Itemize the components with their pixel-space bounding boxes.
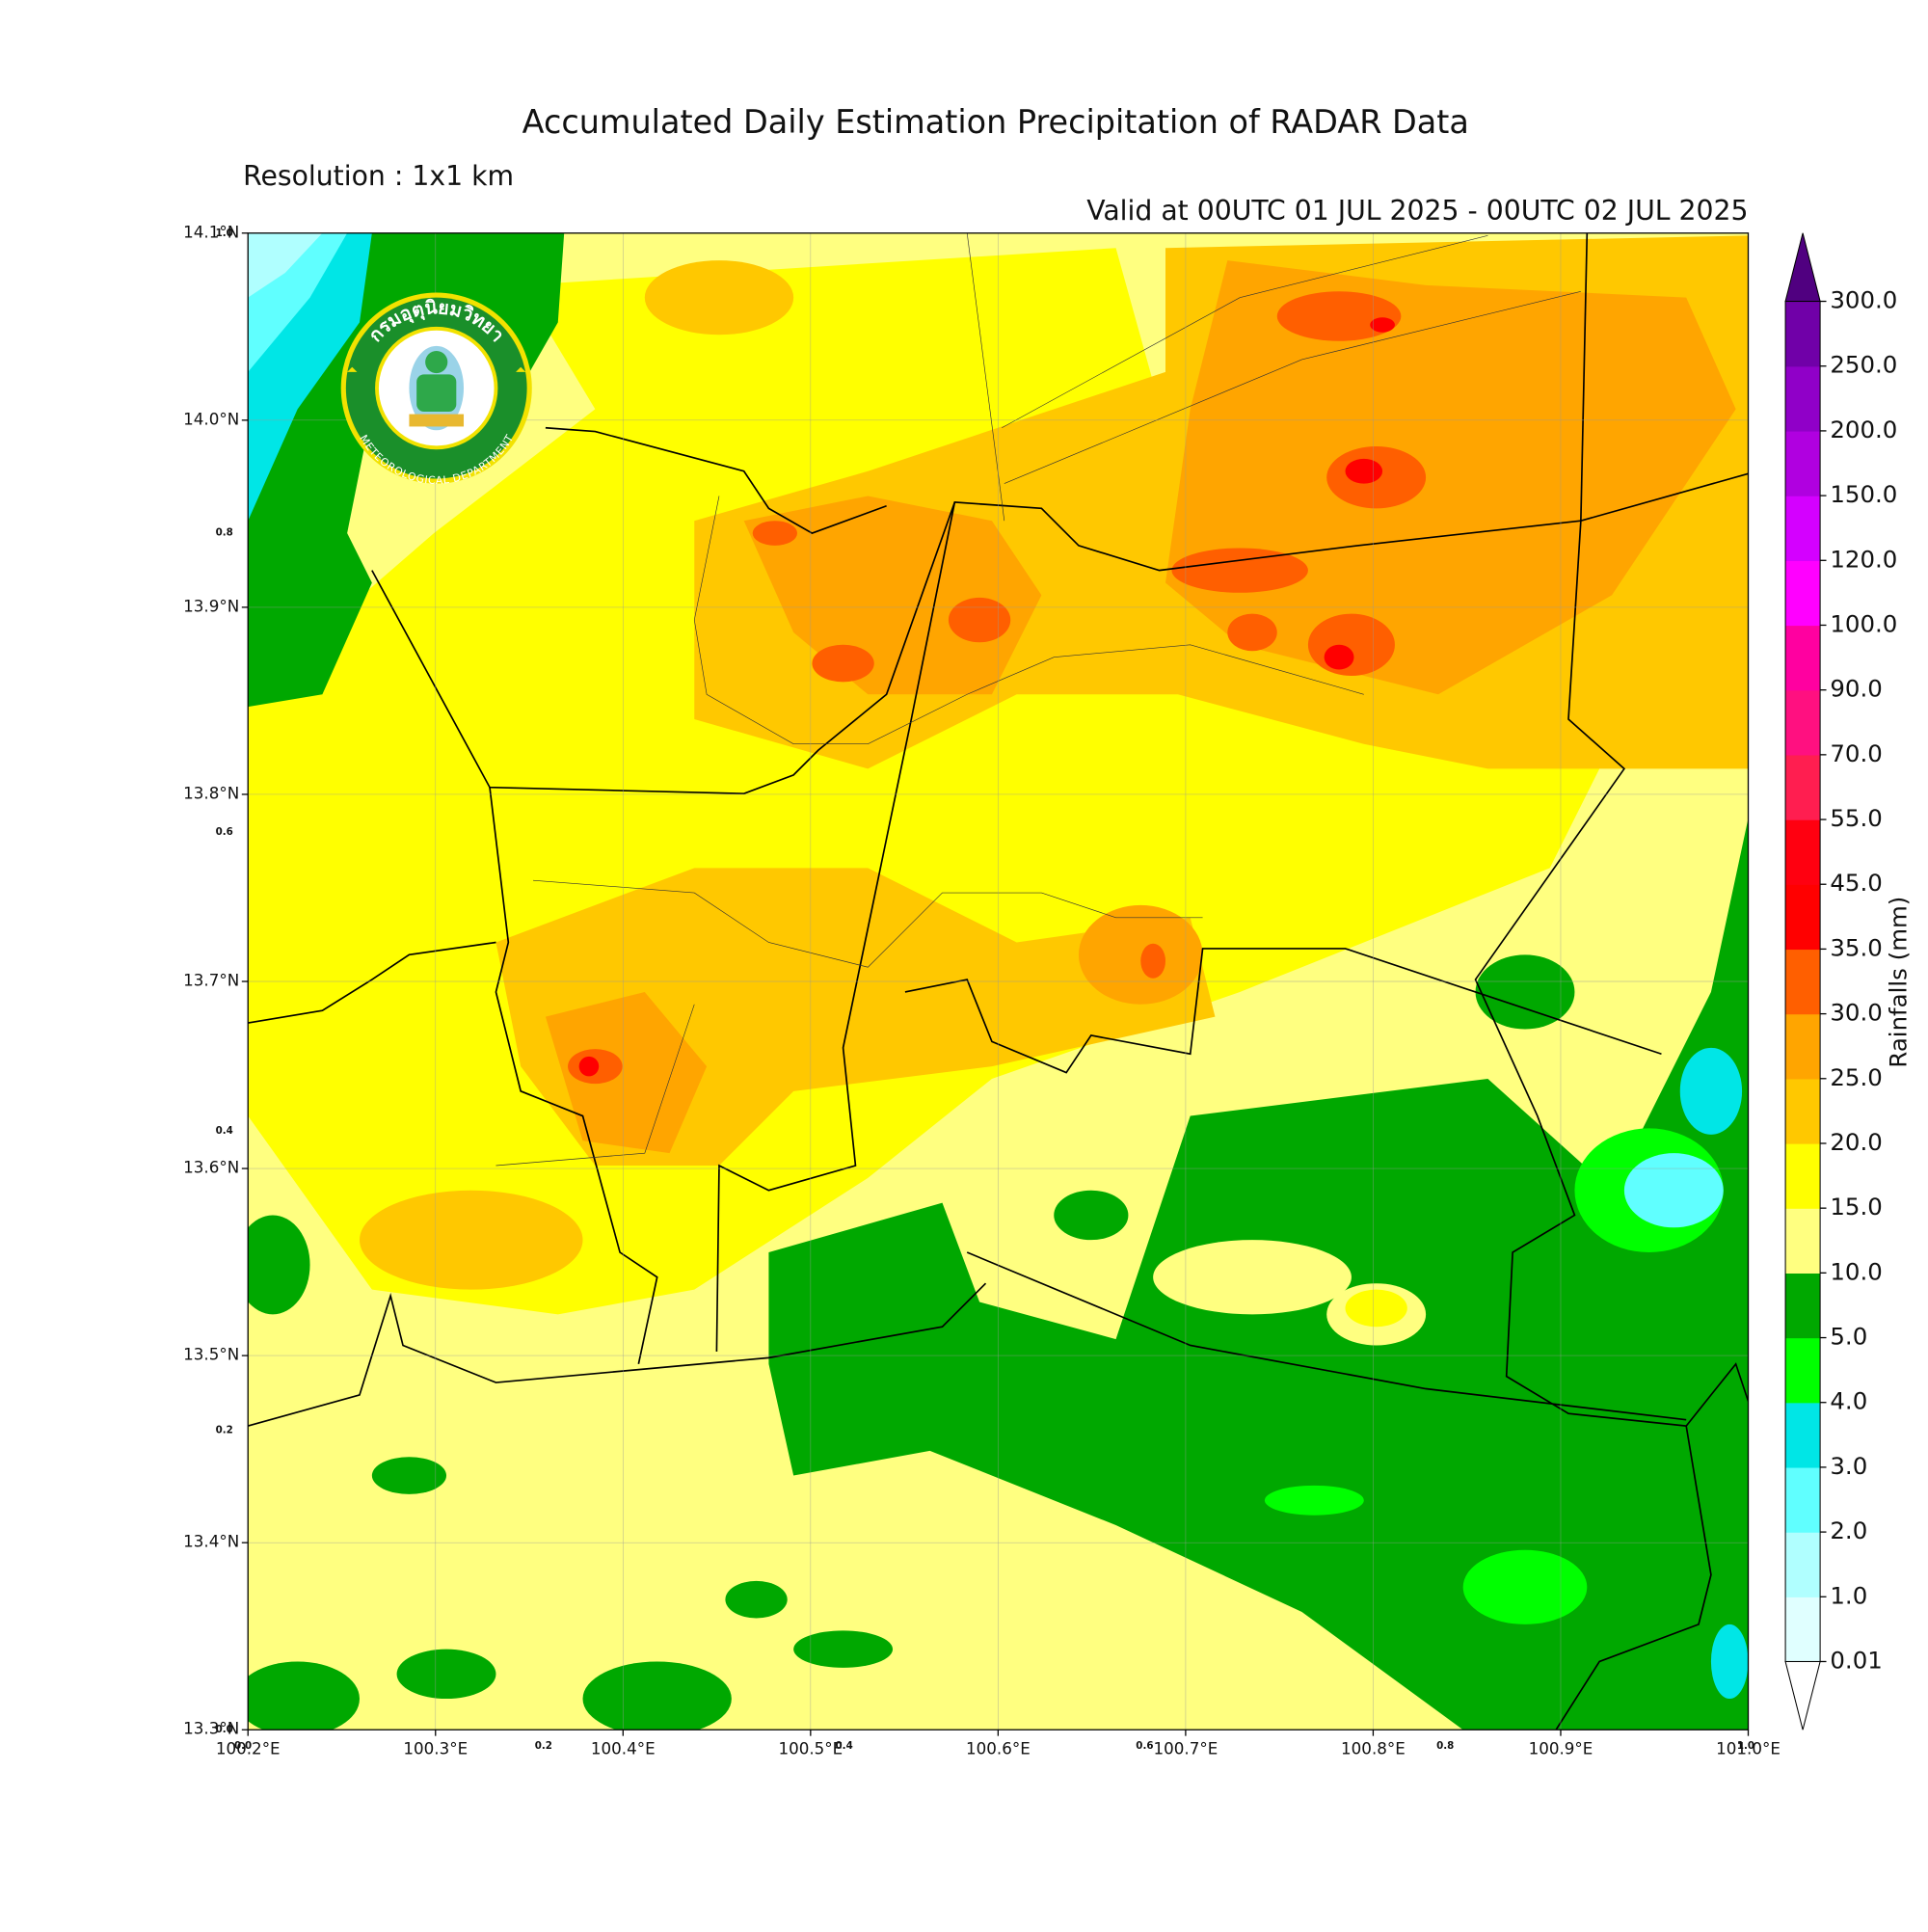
y-tick-label: 13.3°N (183, 1719, 239, 1738)
y-tick-label: 13.6°N (183, 1158, 239, 1177)
colorbar-tick-label: 0.01 (1830, 1646, 1882, 1674)
colorbar-tick-label: 35.0 (1830, 933, 1882, 961)
overlay-x-tick-label: 0.4 (836, 1740, 853, 1752)
y-tick-label: 13.4°N (183, 1532, 239, 1551)
colorbar-tick-label: 45.0 (1830, 869, 1882, 897)
colorbar-tick-label: 20.0 (1830, 1128, 1882, 1156)
colorbar-segment (1785, 819, 1821, 885)
y-tick-label: 14.0°N (183, 409, 239, 428)
colorbar-tick-label: 150.0 (1830, 480, 1897, 508)
x-tick-label: 100.2°E (216, 1738, 281, 1758)
colorbar-segment (1785, 1142, 1821, 1209)
colorbar-segment (1785, 1402, 1821, 1468)
overlay-y-tick-label: 0.2 (216, 1425, 233, 1436)
y-tick-label: 14.1°N (183, 222, 239, 241)
colorbar-tick-label: 4.0 (1830, 1387, 1867, 1415)
colorbar: 0.01 1.0 2.0 3.0 4.0 5.0 10.0 15.0 20.0 25.0 30.0 3… (1784, 232, 1897, 1731)
colorbar-segment (1785, 1013, 1821, 1080)
overlay-x-tick-label: 0.8 (1436, 1740, 1454, 1752)
colorbar-tick-label: 70.0 (1830, 739, 1882, 767)
x-tick-label: 100.6°E (966, 1738, 1031, 1758)
colorbar-tick-label: 200.0 (1830, 416, 1897, 443)
colorbar-label: Rainfalls (mm) (1884, 897, 1912, 1068)
colorbar-segment (1785, 1078, 1821, 1144)
colorbar-segment (1785, 301, 1821, 367)
overlay-y-tick-label: 0.4 (216, 1125, 233, 1137)
colorbar-tick-label: 2.0 (1830, 1516, 1867, 1544)
x-tick-label: 100.5°E (778, 1738, 843, 1758)
y-tick-label: 13.9°N (183, 596, 239, 615)
colorbar-segment (1785, 496, 1821, 561)
colorbar-tick-label: 15.0 (1830, 1193, 1882, 1221)
ticks: 100.2°E 100.3°E 100.4°E 100.5°E 100.6°E 100.7… (183, 222, 1781, 1758)
colorbar-tick-label: 1.0 (1830, 1581, 1867, 1609)
overlay-x-tick-label: 0.2 (535, 1740, 552, 1752)
title: Accumulated Daily Estimation Precipitati… (522, 103, 1469, 141)
y-tick-label: 13.5°N (183, 1345, 239, 1364)
colorbar-tick-label: 10.0 (1830, 1257, 1882, 1285)
overlay-y-tick-label: 1.0 (216, 228, 233, 239)
logo: กรมอุตุนิยมวิทยา METEOROLOGICAL DEPARTME… (340, 292, 532, 487)
y-tick-label: 13.8°N (183, 783, 239, 802)
overlay-x-tick-label: 1.0 (1737, 1740, 1754, 1752)
colorbar-tick-label: 300.0 (1830, 286, 1897, 314)
colorbar-segment (1785, 1597, 1821, 1663)
colorbar-segment (1785, 884, 1821, 951)
x-tick-label: 100.8°E (1341, 1738, 1406, 1758)
resolution: Resolution : 1x1 km (243, 160, 514, 192)
colorbar-segment (1785, 1337, 1821, 1404)
colorbar-segment (1785, 689, 1821, 756)
x-tick-label: 100.9°E (1529, 1738, 1593, 1758)
colorbar-segment (1785, 560, 1821, 627)
colorbar-segment (1785, 430, 1821, 496)
overlay-y-tick-label: 0.0 (216, 1724, 233, 1735)
colorbar-tick-label: 55.0 (1830, 804, 1882, 832)
overlay-y-tick-label: 0.6 (216, 826, 233, 838)
x-tick-label: 100.7°E (1154, 1738, 1218, 1758)
colorbar-tick-label: 25.0 (1830, 1063, 1882, 1091)
x-tick-label: 100.4°E (591, 1738, 656, 1758)
colorbar-segment (1785, 754, 1821, 820)
overlay-y-tick-label: 0.8 (216, 526, 233, 538)
colorbar-tick-label: 5.0 (1830, 1323, 1867, 1351)
colorbar-tick-label: 3.0 (1830, 1452, 1867, 1480)
x-tick-label: 101.0°E (1716, 1738, 1781, 1758)
colorbar-tick-label: 90.0 (1830, 675, 1882, 703)
valid-time: Valid at 00UTC 01 JUL 2025 - 00UTC 02 JU… (1086, 195, 1748, 227)
boundaries (248, 232, 1749, 1731)
colorbar-segment (1785, 625, 1821, 691)
colorbar-segment (1785, 1208, 1821, 1274)
colorbar-tick-label: 250.0 (1830, 351, 1897, 379)
x-tick-label: 100.3°E (403, 1738, 468, 1758)
colorbar-segment (1785, 1532, 1821, 1597)
colorbar-tick-label: 100.0 (1830, 609, 1897, 637)
colorbar-frame (1784, 301, 1821, 1662)
overlay-x-tick-label: 0.6 (1136, 1740, 1153, 1752)
y-tick-label: 13.7°N (183, 971, 239, 990)
colorbar-segment (1785, 1466, 1821, 1533)
colorbar-segment (1785, 1273, 1821, 1339)
overlay-x-tick-label: 0.0 (234, 1740, 252, 1752)
colorbar-tick-label: 120.0 (1830, 545, 1897, 573)
colorbar-segment (1785, 365, 1821, 432)
colorbar-segment (1785, 949, 1821, 1015)
colorbar-tick-label: 30.0 (1830, 999, 1882, 1027)
